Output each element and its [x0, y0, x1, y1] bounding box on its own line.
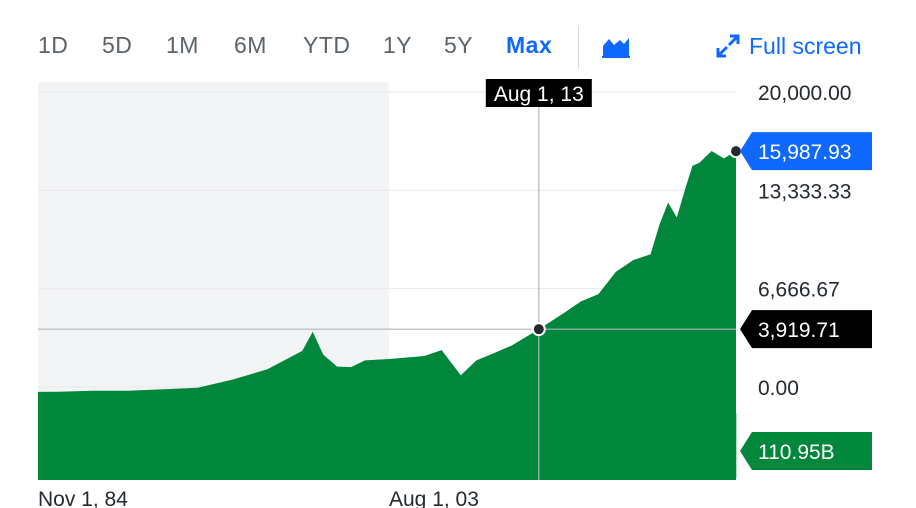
- crosshair-value-tag: [740, 310, 872, 349]
- y-tick-label: 13,333.33: [758, 180, 851, 203]
- y-tick-label: 0.00: [758, 377, 799, 400]
- range-1m-button[interactable]: 1M: [166, 32, 199, 58]
- fullscreen-label: Full screen: [749, 32, 862, 59]
- y-axis-ticks: 20,000.00 13,333.33 6,666.67 0.00: [758, 82, 851, 400]
- crosshair-date-label: Aug 1, 13: [494, 83, 584, 106]
- volume-bar: [735, 412, 738, 478]
- price-area: [38, 151, 736, 480]
- value-tags: 15,987.93 3,919.71 110.95B: [740, 132, 872, 470]
- crosshair-date-tag: [485, 79, 592, 107]
- volume-tag: [740, 432, 872, 470]
- expand-arrows-icon: [716, 34, 740, 58]
- x-tick-label: Nov 1, 84: [38, 488, 128, 508]
- area-chart-icon: [602, 38, 630, 58]
- range-max-button[interactable]: Max: [506, 32, 553, 58]
- x-axis-ticks: Nov 1, 84 Aug 1, 03: [38, 488, 479, 508]
- range-toolbar: 1D 5D 1M 6M YTD 1Y 5Y Max Full screen: [0, 0, 916, 92]
- toolbar-divider: [578, 26, 579, 68]
- range-5y-button[interactable]: 5Y: [444, 32, 474, 58]
- y-tick-label: 20,000.00: [758, 82, 851, 105]
- y-tick-label: 6,666.67: [758, 279, 840, 302]
- current-price-tag: [740, 132, 872, 171]
- range-1d-button[interactable]: 1D: [38, 32, 69, 58]
- fullscreen-button[interactable]: Full screen: [715, 30, 861, 62]
- volume-label: 110.95B: [758, 441, 835, 464]
- chart-type-button[interactable]: [602, 36, 630, 58]
- crosshair-value-label: 3,919.71: [758, 319, 840, 342]
- crosshair: Aug 1, 13: [38, 79, 743, 480]
- current-price-label: 15,987.93: [758, 141, 851, 164]
- range-1y-button[interactable]: 1Y: [383, 32, 413, 58]
- range-ytd-button[interactable]: YTD: [303, 32, 351, 58]
- range-5d-button[interactable]: 5D: [102, 32, 133, 58]
- x-tick-label: Aug 1, 03: [389, 488, 479, 508]
- range-6m-button[interactable]: 6M: [234, 32, 267, 58]
- crosshair-point: [531, 322, 546, 337]
